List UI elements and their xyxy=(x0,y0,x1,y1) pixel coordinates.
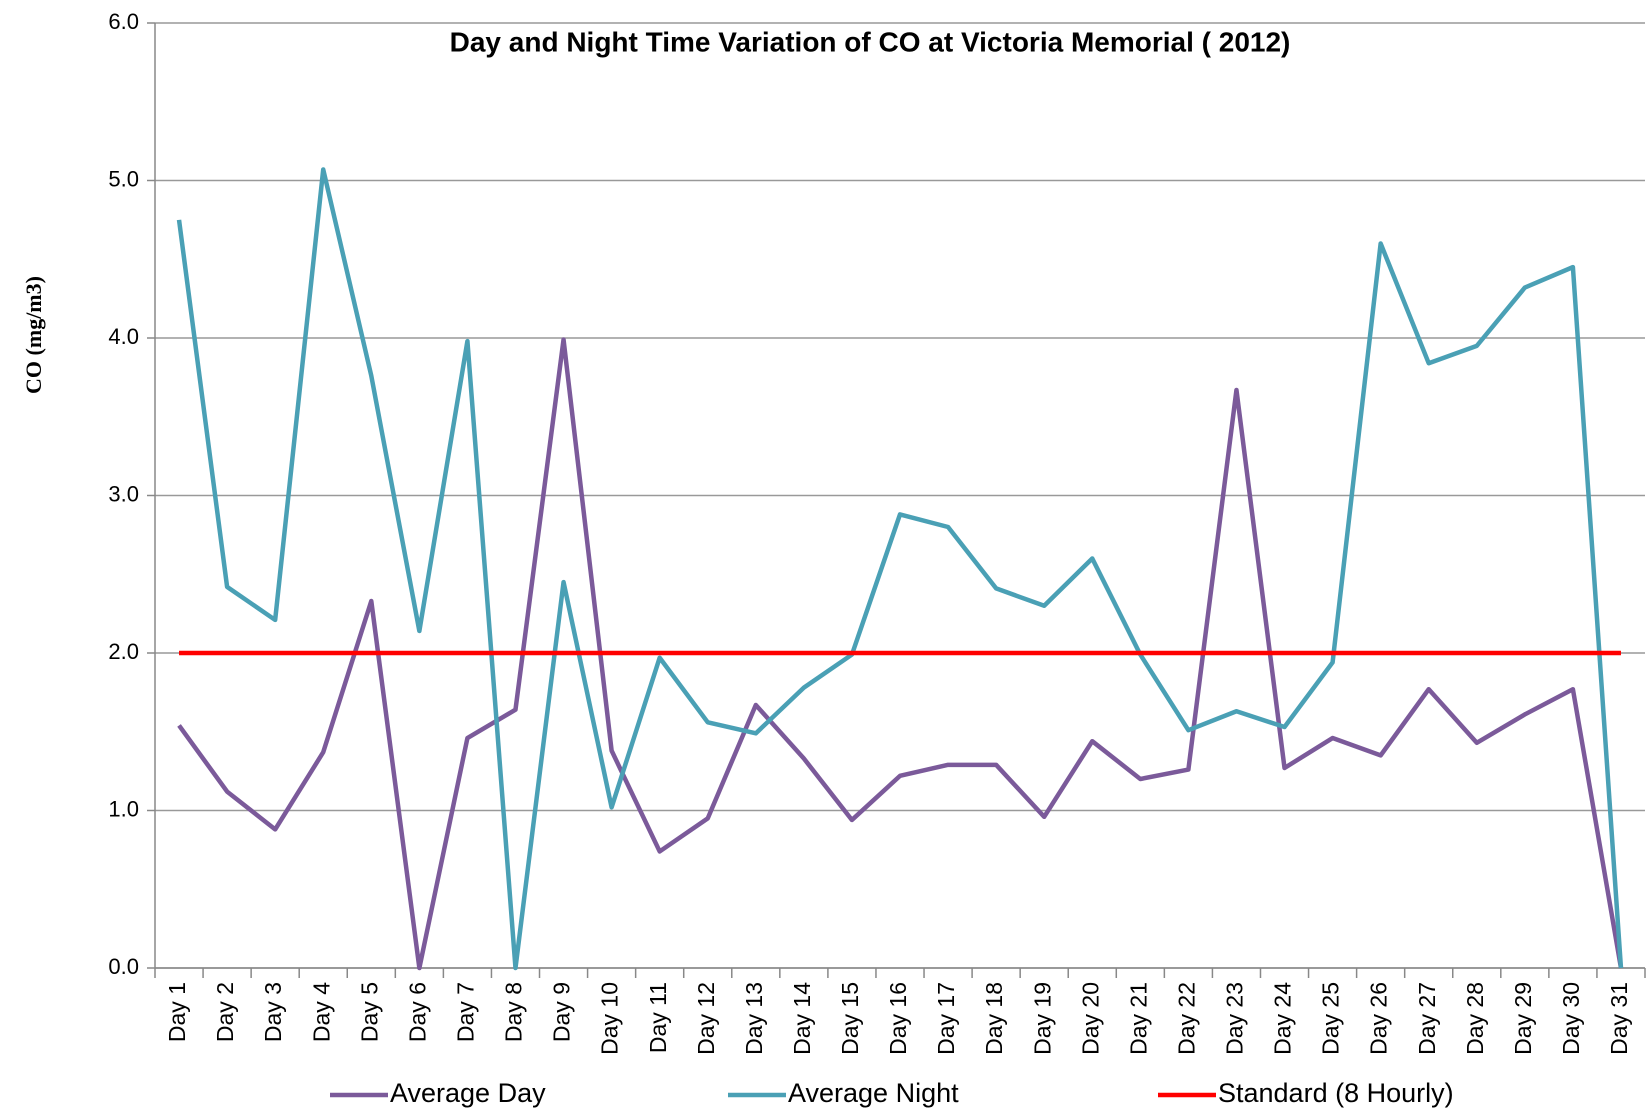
y-tick-label: 6.0 xyxy=(108,9,139,34)
y-tick-label: 0.0 xyxy=(108,954,139,979)
x-tick-label: Day 27 xyxy=(1414,982,1440,1055)
y-tick-label: 1.0 xyxy=(108,796,139,821)
x-tick-label: Day 21 xyxy=(1125,982,1151,1055)
x-tick-label: Day 8 xyxy=(501,982,527,1042)
x-tick-label: Day 16 xyxy=(885,982,911,1055)
x-tick-label: Day 13 xyxy=(741,982,767,1055)
x-tick-label: Day 12 xyxy=(693,982,719,1055)
x-tick-label: Day 19 xyxy=(1029,982,1055,1055)
chart-title: Day and Night Time Variation of CO at Vi… xyxy=(450,26,1291,57)
x-tick-label: Day 2 xyxy=(212,982,238,1042)
y-axis-label: CO (mg/m3) xyxy=(21,276,46,394)
x-tick-label: Day 31 xyxy=(1606,982,1632,1055)
legend-label: Average Night xyxy=(788,1078,959,1108)
x-tick-label: Day 25 xyxy=(1318,982,1344,1055)
x-tick-label: Day 11 xyxy=(645,982,671,1053)
x-tick-label: Day 24 xyxy=(1270,982,1296,1055)
x-tick-label: Day 3 xyxy=(260,982,286,1042)
series-line xyxy=(176,167,1624,971)
x-tick-label: Day 23 xyxy=(1222,982,1248,1055)
x-tick-label: Day 4 xyxy=(308,982,334,1042)
x-tick-label: Day 29 xyxy=(1510,982,1536,1055)
y-tick-label: 3.0 xyxy=(108,481,139,506)
x-tick-label: Day 28 xyxy=(1462,982,1488,1055)
x-tick-label: Day 17 xyxy=(933,982,959,1055)
x-tick-label: Day 18 xyxy=(981,982,1007,1055)
x-tick-label: Day 6 xyxy=(404,982,430,1042)
y-tick-label: 5.0 xyxy=(108,166,139,191)
x-tick-label: Day 26 xyxy=(1366,982,1392,1055)
x-tick-label: Day 15 xyxy=(837,982,863,1055)
y-tick-label: 4.0 xyxy=(108,324,139,349)
x-tick-label: Day 22 xyxy=(1173,982,1199,1055)
x-tick-label: Day 20 xyxy=(1077,982,1103,1055)
x-tick-label: Day 7 xyxy=(452,982,478,1042)
y-tick-label: 2.0 xyxy=(108,639,139,664)
legend-label: Average Day xyxy=(390,1078,546,1108)
x-tick-label: Day 9 xyxy=(549,982,575,1042)
x-tick-label: Day 10 xyxy=(597,982,623,1055)
x-tick-label: Day 5 xyxy=(356,982,382,1042)
x-tick-label: Day 1 xyxy=(164,982,190,1042)
series-line xyxy=(177,337,1624,971)
x-tick-label: Day 14 xyxy=(789,982,815,1055)
x-tick-label: Day 30 xyxy=(1558,982,1584,1055)
legend-label: Standard (8 Hourly) xyxy=(1218,1078,1454,1108)
